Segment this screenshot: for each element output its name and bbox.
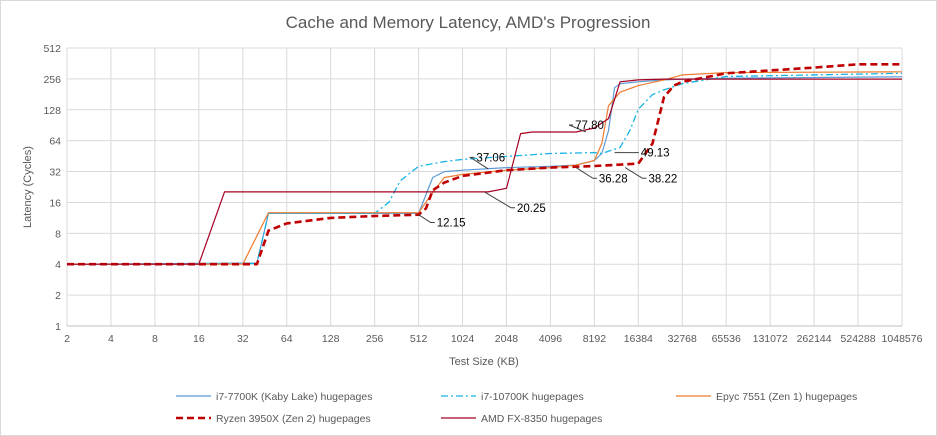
chart-title: Cache and Memory Latency, AMD's Progress… [286,13,651,32]
annotation-leader [418,214,435,223]
x-tick-label: 256 [366,333,384,345]
x-tick-label: 262144 [797,333,832,345]
annotation-label: 12.15 [437,218,466,230]
legend-label: i7-10700K hugepages [481,391,584,403]
grid [66,47,903,327]
legend-label: i7-7700K (Kaby Lake) hugepages [216,391,372,403]
x-tick-label: 8192 [583,333,607,345]
x-tick-label: 524288 [841,333,876,345]
x-axis-title: Test Size (KB) [449,356,519,368]
legend-label: AMD FX-8350 hugepages [481,413,602,425]
series-line [67,71,903,265]
annotation-label: 49.13 [641,148,670,160]
annotation-label: 37.06 [476,152,505,164]
x-tick-label: 4096 [539,333,563,345]
annotation-leader [575,167,597,179]
series-line [67,78,902,265]
x-tick-label: 2048 [495,333,519,345]
x-tick-label: 32 [237,333,249,345]
annotation-leader [484,191,515,209]
y-tick-label: 4 [55,259,61,271]
annotation-leader [568,124,587,133]
y-tick-label: 8 [55,228,61,240]
y-tick-label: 128 [43,105,61,117]
annotation-label: 36.28 [599,173,628,185]
x-tick-label: 128 [322,333,340,345]
x-tick-label: 32768 [668,333,697,345]
y-tick-label: 256 [43,74,61,86]
x-tick-label: 2 [64,333,70,345]
annotation-label: 38.22 [648,173,677,185]
annotation-leader [624,167,647,179]
y-tick-label: 64 [49,136,61,148]
x-tick-label: 8 [152,333,158,345]
y-tick-label: 2 [55,290,61,302]
x-tick-label: 1024 [451,333,475,345]
series-lines [66,63,903,266]
y-axis-title: Latency (Cycles) [22,146,34,228]
legend-label: Epyc 7551 (Zen 1) hugepages [716,391,857,403]
x-tick-label: 512 [410,333,428,345]
annotation-label: 20.25 [517,203,546,215]
annotation-label: 77.80 [575,120,604,132]
y-tick-label: 1 [55,321,61,333]
legend-label: Ryzen 3950X (Zen 2) hugepages [216,413,371,425]
y-tick-label: 32 [49,167,61,179]
y-tick-label: 16 [49,197,61,209]
series-line [66,76,903,265]
x-tick-label: 131072 [753,333,788,345]
legend: i7-7700K (Kaby Lake) hugepages i7-10700K … [176,391,857,425]
y-tick-label: 512 [43,43,61,55]
x-tick-label: 16384 [624,333,653,345]
annotations: 37.06 77.80 49.13 12.15 20.25 36.28 38.22 [418,120,677,230]
x-tick-label: 16 [193,333,205,345]
x-tick-label: 64 [281,333,293,345]
series-line [67,72,903,265]
x-tick-label: 4 [108,333,114,345]
series-line [67,63,902,266]
x-tick-label: 1048576 [882,333,923,345]
annotation-leader [468,156,489,170]
tick-labels: 2 4 8 16 32 64 128 256 512 1024 2048 4096 8192 16384 3… [43,43,922,345]
x-tick-label: 65536 [712,333,741,345]
